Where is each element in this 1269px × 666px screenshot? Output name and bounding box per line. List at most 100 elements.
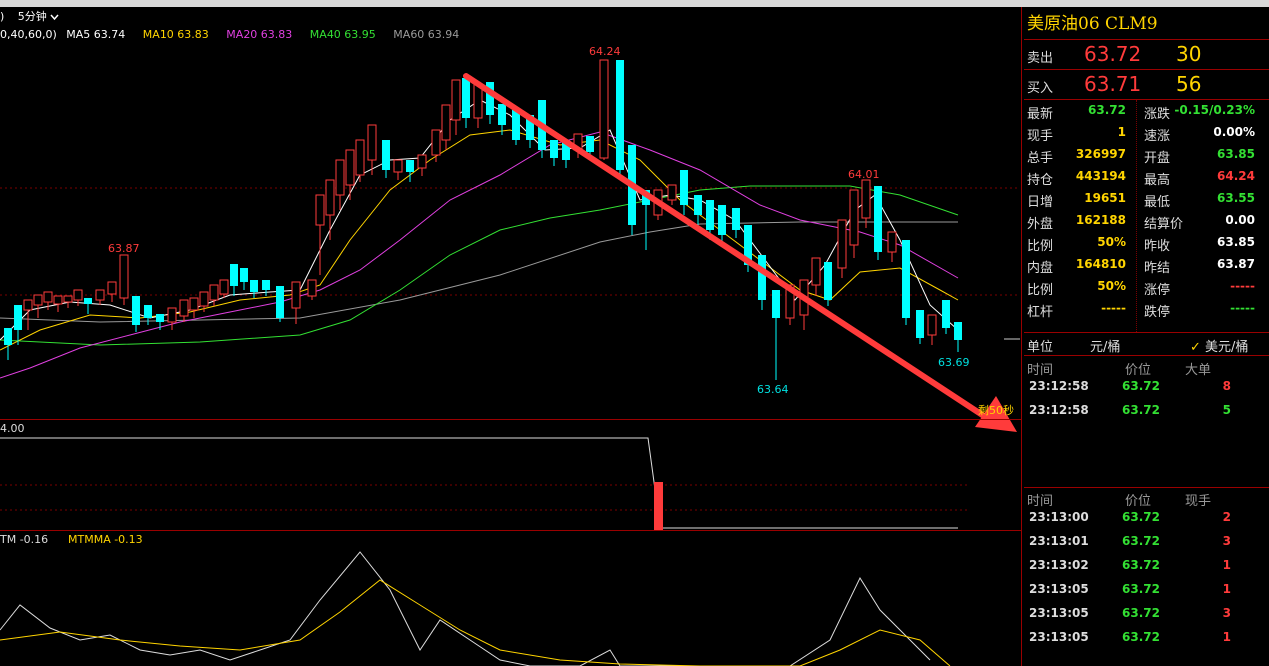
candle-body bbox=[132, 296, 140, 325]
candle-body bbox=[43, 291, 53, 303]
stat-value: 443194 bbox=[1075, 169, 1126, 183]
price-grid bbox=[0, 187, 1018, 511]
candle-body bbox=[355, 139, 365, 176]
trade-time: 23:13:00 bbox=[1029, 510, 1089, 524]
trade-volume: 1 bbox=[1222, 582, 1231, 596]
candle-body bbox=[680, 170, 688, 205]
trade-price: 63.72 bbox=[1122, 558, 1160, 572]
stat-label: 最新 bbox=[1027, 107, 1054, 122]
stat-value: 63.72 bbox=[1088, 103, 1126, 117]
stat-label: 杠杆 bbox=[1027, 305, 1054, 320]
trade-volume: 2 bbox=[1222, 510, 1231, 524]
left-peak-label: 63.87 bbox=[108, 242, 140, 255]
trade-volume: 3 bbox=[1222, 534, 1231, 548]
trade-row[interactable]: 23:13:05 63.72 3 bbox=[1024, 606, 1269, 630]
trade-row[interactable]: 23:12:58 63.72 5 bbox=[1024, 403, 1269, 427]
trade-volume: 8 bbox=[1222, 379, 1231, 393]
stat-label: 现手 bbox=[1027, 129, 1054, 144]
candle-body bbox=[107, 281, 117, 295]
ma20-legend: MA20 63.83 bbox=[226, 28, 293, 41]
sell-row[interactable]: 卖出 63.72 30 bbox=[1024, 40, 1269, 70]
period-selector[interactable]: 5分钟 bbox=[18, 8, 60, 24]
last-price-label: 63.69 bbox=[938, 356, 970, 369]
main-sub-divider bbox=[0, 419, 1021, 420]
candle-body bbox=[393, 159, 403, 173]
ma60-line bbox=[0, 221, 958, 323]
ma40-line bbox=[0, 185, 959, 346]
candle-body bbox=[209, 284, 219, 301]
ma-params: 0,40,60,0) bbox=[0, 28, 57, 41]
stat-row: 最新 63.72 涨跌 -0.15/0.23% bbox=[1024, 103, 1269, 125]
candle-body bbox=[179, 299, 189, 317]
tick-head-price: 价位 bbox=[1125, 494, 1152, 509]
stat-label: 昨结 bbox=[1144, 261, 1171, 276]
trade-row[interactable]: 23:13:01 63.72 3 bbox=[1024, 534, 1269, 558]
trade-price: 63.72 bbox=[1122, 606, 1160, 620]
candle-body bbox=[927, 314, 937, 336]
trade-row[interactable]: 23:13:05 63.72 1 bbox=[1024, 630, 1269, 654]
candle-body bbox=[335, 159, 345, 196]
buy-row[interactable]: 买入 63.71 56 bbox=[1024, 70, 1269, 100]
candle-body bbox=[315, 194, 325, 226]
mtm-label: TM -0.16 bbox=[0, 533, 48, 546]
candle-body bbox=[718, 205, 726, 235]
candle-body bbox=[902, 240, 910, 318]
candlestick-chart[interactable]: 64.24 64.01 63.87 63.64 63.69 剩50秒 4.00 … bbox=[0, 7, 1020, 666]
candle-body bbox=[119, 254, 129, 299]
ma60-legend: MA60 63.94 bbox=[393, 28, 460, 41]
candle-body bbox=[942, 300, 950, 328]
stat-row: 外盘 162188 结算价 0.00 bbox=[1024, 213, 1269, 235]
stat-row: 比例 50% 昨收 63.85 bbox=[1024, 235, 1269, 257]
trade-price: 63.72 bbox=[1122, 510, 1160, 524]
candle-body bbox=[95, 289, 105, 301]
big-head-vol: 大单 bbox=[1185, 363, 1212, 378]
peak-price-label: 64.01 bbox=[848, 168, 880, 181]
unit-option-usd-label: 美元/桶 bbox=[1205, 340, 1249, 355]
candle-body bbox=[837, 219, 847, 269]
candle-body bbox=[486, 82, 494, 115]
trade-row[interactable]: 23:12:58 63.72 8 bbox=[1024, 379, 1269, 403]
candle-body bbox=[189, 297, 199, 311]
check-icon: ✓ bbox=[1190, 340, 1201, 355]
unit-option-usd[interactable]: ✓ 美元/桶 bbox=[1190, 336, 1248, 355]
ma5-legend: MA5 63.74 bbox=[66, 28, 126, 41]
buy-volume: 56 bbox=[1176, 72, 1202, 96]
trade-row[interactable]: 23:13:00 63.72 2 bbox=[1024, 510, 1269, 534]
candle-body bbox=[291, 281, 301, 309]
candle-body bbox=[84, 298, 92, 304]
panel-divider bbox=[1021, 7, 1022, 666]
buy-label: 买入 bbox=[1027, 81, 1054, 96]
trade-volume: 1 bbox=[1222, 630, 1231, 644]
candle-body bbox=[230, 264, 238, 286]
stat-value: ----- bbox=[1230, 301, 1255, 315]
trade-time: 23:12:58 bbox=[1029, 379, 1089, 393]
trade-price: 63.72 bbox=[1122, 582, 1160, 596]
candle-body bbox=[4, 328, 12, 345]
trade-volume: 5 bbox=[1222, 403, 1231, 417]
unit-option-yuan[interactable]: 元/桶 bbox=[1090, 340, 1121, 355]
candle-body bbox=[526, 115, 534, 140]
sub1-scale-label: 4.00 bbox=[0, 422, 25, 435]
trend-arrow bbox=[463, 73, 1017, 432]
trade-row[interactable]: 23:13:02 63.72 1 bbox=[1024, 558, 1269, 582]
candle-body bbox=[849, 189, 859, 246]
window-top-bar bbox=[0, 0, 1269, 7]
candle-body bbox=[785, 284, 795, 319]
tick-list: 23:13:00 63.72 2 23:13:01 63.72 3 23:13:02 63.7… bbox=[1024, 510, 1269, 654]
sub1-bar bbox=[654, 482, 663, 530]
candle-body bbox=[451, 79, 461, 121]
trade-price: 63.72 bbox=[1122, 630, 1160, 644]
candle-body bbox=[33, 294, 43, 306]
trade-row[interactable]: 23:13:05 63.72 1 bbox=[1024, 582, 1269, 606]
candle-body bbox=[73, 289, 83, 301]
candles-group bbox=[4, 59, 962, 380]
candle-body bbox=[916, 310, 924, 338]
trade-time: 23:13:02 bbox=[1029, 558, 1089, 572]
candle-body bbox=[512, 110, 520, 140]
stat-label: 开盘 bbox=[1144, 151, 1171, 166]
stat-row: 总手 326997 开盘 63.85 bbox=[1024, 147, 1269, 169]
trade-volume: 1 bbox=[1222, 558, 1231, 572]
stat-row: 杠杆 ----- 跌停 ----- bbox=[1024, 301, 1269, 323]
stat-label: 内盘 bbox=[1027, 261, 1054, 276]
stat-value: ----- bbox=[1230, 279, 1255, 293]
